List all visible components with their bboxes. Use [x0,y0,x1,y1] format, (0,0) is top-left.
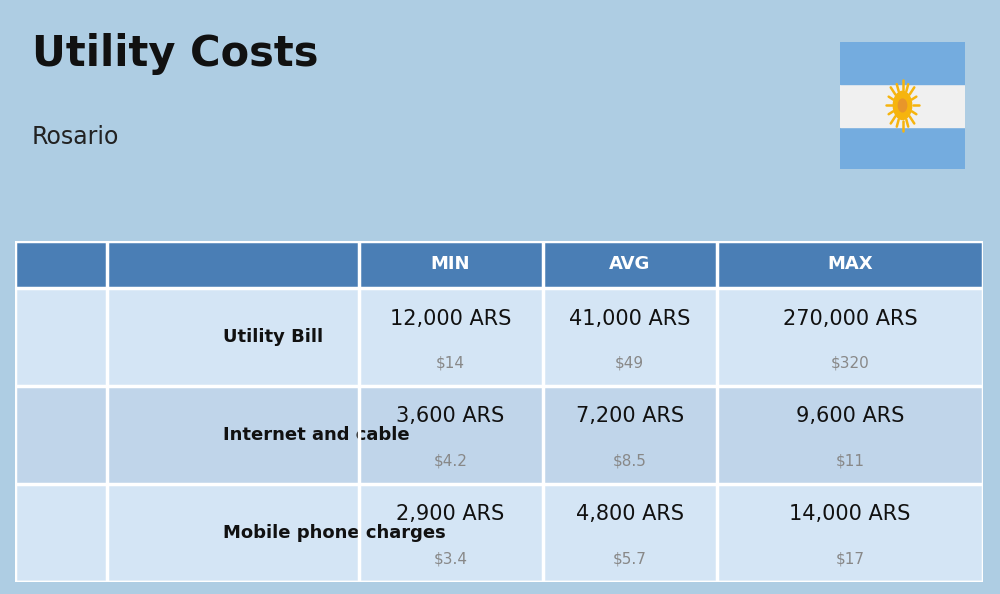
Text: $8.5: $8.5 [613,453,647,469]
Text: $49: $49 [615,355,644,371]
Text: MIN: MIN [431,255,470,273]
Bar [15,484,983,582]
Text: $14: $14 [436,355,465,371]
Text: Utility Costs: Utility Costs [32,33,318,75]
Circle shape [893,91,912,119]
Text: $320: $320 [831,355,869,371]
Text: MAX: MAX [827,255,873,273]
Text: Internet and cable: Internet and cable [223,426,410,444]
Text: $17: $17 [835,551,864,566]
Text: $3.4: $3.4 [434,551,468,566]
Bar [840,42,965,84]
Circle shape [898,99,907,112]
Bar [840,84,965,127]
Text: 7,200 ARS: 7,200 ARS [576,406,684,426]
Text: 14,000 ARS: 14,000 ARS [789,504,911,525]
Bar [15,241,983,289]
Text: $5.7: $5.7 [613,551,647,566]
Text: $4.2: $4.2 [434,453,468,469]
Text: 4,800 ARS: 4,800 ARS [576,504,684,525]
Text: 2,900 ARS: 2,900 ARS [396,504,505,525]
Bar [840,127,965,169]
Text: AVG: AVG [609,255,650,273]
Text: $11: $11 [835,453,864,469]
Text: 12,000 ARS: 12,000 ARS [390,308,511,328]
Text: Utility Bill: Utility Bill [223,328,323,346]
Text: 9,600 ARS: 9,600 ARS [796,406,904,426]
Bar [15,386,983,484]
Text: 270,000 ARS: 270,000 ARS [783,308,917,328]
Bar [15,289,983,386]
Text: Mobile phone charges: Mobile phone charges [223,524,446,542]
Text: 41,000 ARS: 41,000 ARS [569,308,690,328]
Text: 3,600 ARS: 3,600 ARS [396,406,505,426]
Text: Rosario: Rosario [32,125,119,148]
